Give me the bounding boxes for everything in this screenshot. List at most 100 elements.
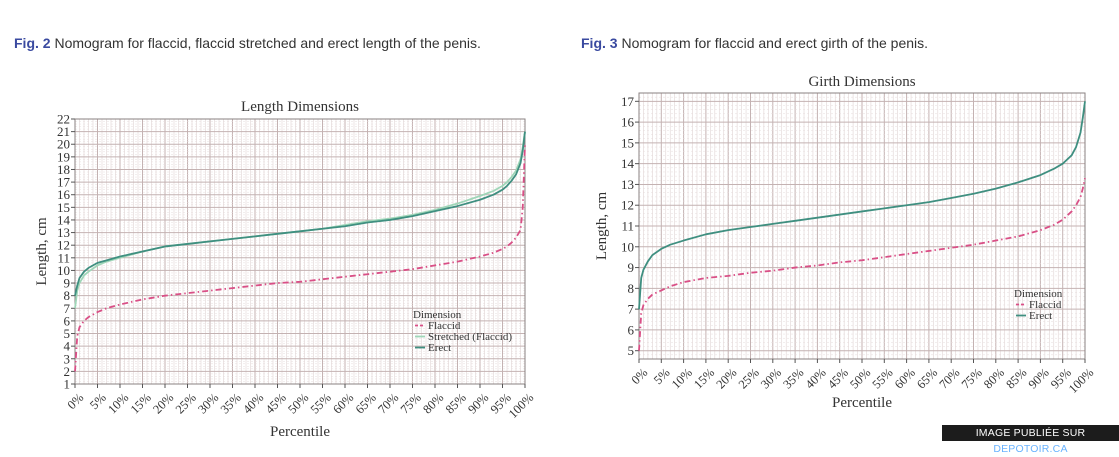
x-tick-label: 60% [330, 390, 356, 416]
x-tick-label: 70% [936, 365, 962, 391]
x-tick-label: 50% [847, 365, 873, 391]
y-tick-label: 6 [628, 322, 635, 337]
x-tick-label: 90% [465, 390, 491, 416]
x-tick-label: 85% [443, 390, 469, 416]
figure-2-caption-text: Nomogram for flaccid, flaccid stretched … [54, 35, 481, 51]
x-tick-label: 20% [713, 365, 739, 391]
legend-entry: Erect [1029, 310, 1052, 322]
x-tick-label: 100% [1066, 365, 1097, 396]
x-tick-label: 5% [651, 365, 673, 387]
x-tick-label: 10% [669, 365, 695, 391]
y-tick-label: 21 [57, 124, 70, 139]
girth-dimensions-chart: 5 6 7 8 9 10 11 12 13 14 15 16 17 0% 5%10%15%20%25%30%… [594, 74, 1097, 411]
y-tick-label: 5 [628, 343, 635, 358]
y-tick-label: 1 [64, 377, 71, 392]
legend-entry: Erect [428, 342, 451, 354]
x-tick-label: 25% [173, 390, 199, 416]
y-tick-label: 16 [57, 187, 71, 202]
legend-entry: Stretched (Flaccid) [428, 331, 512, 343]
y-tick-label: 13 [621, 177, 634, 192]
y-tick-label: 6 [64, 313, 71, 328]
y-tick-label: 15 [57, 200, 70, 215]
legend-title: Dimension [1014, 288, 1063, 300]
watermark-site: DEPOTOIR.CA [993, 443, 1068, 455]
x-tick-label: 15% [128, 390, 154, 416]
y-tick-label: 11 [621, 219, 634, 234]
chart-title: Length Dimensions [241, 99, 359, 115]
y-tick-label: 5 [64, 326, 71, 341]
y-tick-label: 2 [64, 364, 71, 379]
y-tick-label: 22 [57, 112, 70, 127]
y-tick-label: 10 [57, 263, 70, 278]
x-tick-label: 85% [1003, 365, 1029, 391]
y-tick-label: 15 [621, 135, 634, 150]
x-tick-label: 20% [150, 390, 176, 416]
x-tick-label: 75% [398, 390, 424, 416]
x-tick-label: 30% [758, 365, 784, 391]
x-tick-label: 35% [218, 390, 244, 416]
y-tick-label: 3 [64, 351, 71, 366]
x-tick-label: 40% [240, 390, 266, 416]
y-tick-label: 16 [621, 115, 635, 130]
x-tick-label: 45% [263, 390, 289, 416]
y-tick-label: 9 [64, 276, 71, 291]
y-tick-label: 9 [628, 260, 635, 275]
series-line-flaccid [74, 144, 526, 372]
y-tick-label: 8 [628, 281, 635, 296]
y-tick-label: 14 [621, 156, 635, 171]
watermark-prefix: IMAGE PUBLIÉE SUR [975, 427, 1086, 439]
series-line-flaccid [638, 178, 1086, 351]
x-tick-label: 65% [914, 365, 940, 391]
y-tick-label: 11 [57, 250, 70, 265]
x-tick-label: 30% [195, 390, 221, 416]
x-tick-label: 65% [353, 390, 379, 416]
y-tick-label: 7 [64, 301, 71, 316]
y-tick-label: 7 [628, 302, 635, 317]
y-tick-label: 14 [57, 212, 71, 227]
legend-entry: Flaccid [1029, 299, 1062, 311]
y-tick-label: 10 [621, 239, 634, 254]
x-tick-label: 10% [105, 390, 131, 416]
figure-3-caption-text: Nomogram for flaccid and erect girth of … [621, 35, 929, 51]
figure-3-caption: Fig. 3 Nomogram for flaccid and erect gi… [581, 31, 1101, 55]
y-tick-label: 4 [64, 339, 71, 354]
y-tick-label: 19 [57, 149, 70, 164]
x-tick-label: 45% [825, 365, 851, 391]
x-tick-label: 50% [285, 390, 311, 416]
x-tick-label: 15% [691, 365, 717, 391]
y-axis-label: Length, cm [594, 192, 610, 261]
legend-title: Dimension [413, 309, 462, 321]
figure-2-label: Fig. 2 [14, 35, 51, 51]
x-tick-label: 0% [65, 390, 87, 412]
x-tick-label: 0% [629, 365, 651, 387]
y-tick-label: 18 [57, 162, 70, 177]
x-tick-label: 55% [308, 390, 334, 416]
watermark: IMAGE PUBLIÉE SUR DEPOTOIR.CA [942, 425, 1119, 455]
figure-3-label: Fig. 3 [581, 35, 618, 51]
x-tick-label: 70% [375, 390, 401, 416]
y-tick-label: 17 [621, 94, 635, 109]
x-tick-label: 75% [959, 365, 985, 391]
x-tick-label: 35% [780, 365, 806, 391]
legend-entry: Flaccid [428, 320, 461, 332]
y-tick-label: 8 [64, 288, 71, 303]
x-tick-label: 25% [736, 365, 762, 391]
figure-2-caption: Fig. 2 Nomogram for flaccid, flaccid str… [14, 31, 534, 55]
x-tick-label: 5% [87, 390, 109, 412]
y-tick-label: 12 [621, 198, 634, 213]
series-line-erect [74, 131, 526, 296]
y-axis-label: Length, cm [34, 217, 50, 286]
x-tick-label: 100% [506, 390, 537, 421]
x-axis-label: Percentile [832, 395, 892, 411]
x-axis-label: Percentile [270, 424, 330, 440]
y-tick-label: 17 [57, 175, 71, 190]
x-tick-label: 55% [870, 365, 896, 391]
y-tick-label: 13 [57, 225, 70, 240]
x-tick-label: 90% [1026, 365, 1052, 391]
y-tick-label: 12 [57, 238, 70, 253]
x-tick-label: 60% [892, 365, 918, 391]
x-tick-label: 40% [803, 365, 829, 391]
x-tick-label: 80% [981, 365, 1007, 391]
x-tick-label: 80% [420, 390, 446, 416]
